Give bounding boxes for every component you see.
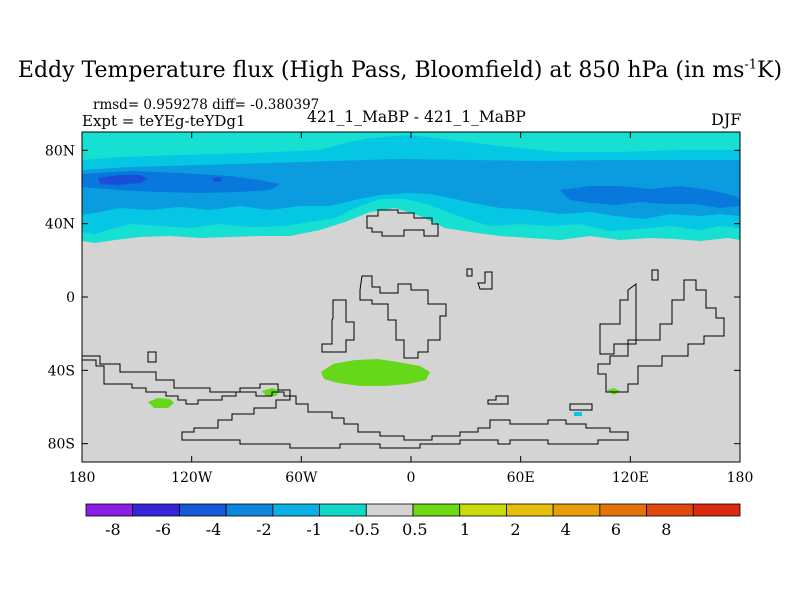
colorbar-swatch: [692, 503, 741, 517]
x-tick-label: 120W: [171, 470, 213, 486]
x-tick-label: 60W: [285, 470, 318, 486]
colorbar-label: -4: [206, 520, 222, 539]
colorbar-swatch: [365, 503, 414, 517]
x-tick-label: 60E: [507, 470, 535, 486]
axes: 180 120W 60W 0 60E 120E 180 80N 40N 0 40S 80S: [45, 132, 753, 486]
colorbar-swatch: [225, 503, 274, 517]
x-tick-label: 0: [407, 470, 416, 486]
colorbar-label: 8: [661, 520, 671, 539]
colorbar-label: 2: [510, 520, 520, 539]
colorbar-label: -2: [256, 520, 272, 539]
colorbar-label: -6: [155, 520, 171, 539]
colorbar-label: 4: [561, 520, 571, 539]
green-patch-atlantic: [321, 359, 430, 386]
map-field: [82, 132, 740, 462]
colorbar-label: 1: [460, 520, 470, 539]
season-label: DJF: [711, 110, 742, 129]
colorbar-swatch: [85, 503, 134, 517]
mid-blue-band: [82, 159, 740, 219]
chart-title: Eddy Temperature flux (High Pass, Bloomf…: [17, 57, 783, 83]
green-patch-pacific: [148, 398, 174, 408]
x-tick-label: 180: [69, 470, 96, 486]
colorbar-label: 0.5: [402, 520, 427, 539]
green-patch-south-america: [262, 388, 280, 396]
colorbar-label: -8: [105, 520, 121, 539]
blue-patch-east: [560, 186, 740, 208]
coastlines: [82, 209, 725, 449]
x-tick-label: 180: [727, 470, 754, 486]
colorbar-swatch: [506, 503, 554, 517]
colorbar-label: 6: [611, 520, 621, 539]
colorbar-swatch: [552, 503, 601, 517]
colorbar-label: -0.5: [349, 520, 380, 539]
colorbar-label: -1: [306, 520, 322, 539]
comparison-label: 421_1_MaBP - 421_1_MaBP: [307, 108, 526, 126]
colorbar: -8 -6 -4 -2 -1 -0.5 0.5 1 2 4 6 8: [85, 503, 741, 539]
colorbar-swatch: [272, 503, 320, 517]
colorbar-swatch: [646, 503, 694, 517]
colorbar-swatch: [412, 503, 461, 517]
deep-blue-minimum: [98, 175, 148, 185]
colorbar-swatch: [179, 503, 227, 517]
colorbar-swatch: [132, 503, 180, 517]
deep-blue-dot: [212, 177, 222, 182]
cyan-speck: [574, 412, 582, 416]
y-tick-label: 40S: [48, 363, 75, 379]
y-tick-label: 40N: [45, 217, 75, 233]
stats-label: rmsd= 0.959278 diff= -0.380397: [93, 97, 320, 113]
y-tick-label: 80S: [48, 437, 75, 453]
colorbar-swatch: [599, 503, 647, 517]
colorbar-swatch: [319, 503, 367, 517]
y-tick-label: 0: [66, 290, 75, 306]
y-tick-label: 80N: [45, 143, 75, 159]
experiment-label: Expt = teYEg-teYDg1: [82, 112, 246, 130]
x-tick-label: 120E: [612, 470, 649, 486]
colorbar-swatch: [459, 503, 507, 517]
